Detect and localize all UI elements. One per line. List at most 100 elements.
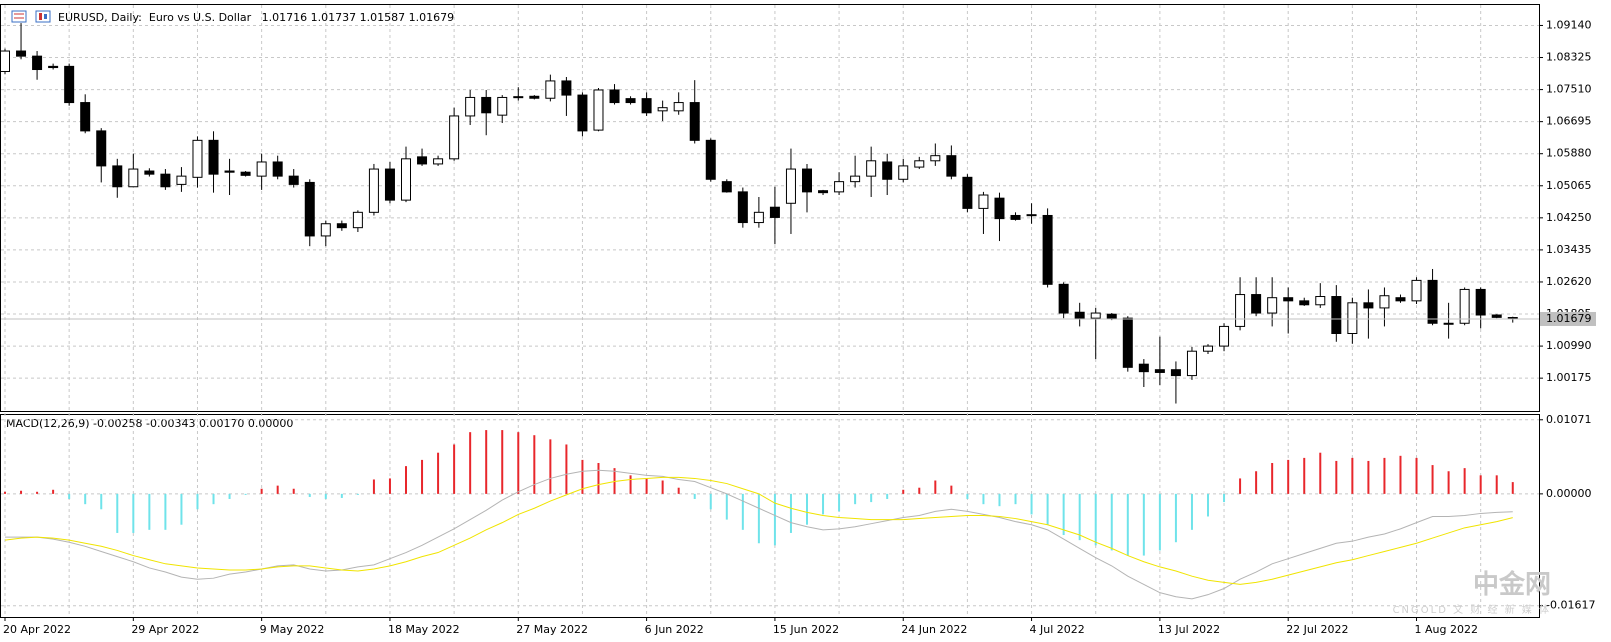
candle-body: [256, 161, 267, 177]
candle-body: [1170, 369, 1181, 377]
watermark-subtitle: CNGOLD 文 财 经 新 媒 体: [1392, 605, 1551, 616]
candle-body: [1154, 369, 1165, 373]
candle-body: [994, 197, 1005, 220]
candle-body: [1106, 313, 1117, 319]
candle-body: [224, 170, 235, 173]
x-tick-label: 13 Jul 2022: [1158, 623, 1220, 636]
candle-body: [240, 171, 251, 176]
candle-body: [320, 223, 331, 237]
last-price-label: 1.01679: [1546, 312, 1592, 325]
candle-body: [561, 80, 572, 96]
candle-body: [192, 139, 203, 178]
candle-body: [1363, 302, 1374, 309]
candle-body: [304, 181, 315, 237]
candle-body: [1235, 294, 1246, 327]
x-tick-label: 4 Jul 2022: [1030, 623, 1085, 636]
candle-body: [352, 211, 363, 229]
y-tick-label: 1.09140: [1546, 18, 1592, 31]
candle-body: [417, 156, 428, 165]
candle-body: [641, 98, 652, 114]
candle-body: [1219, 325, 1230, 347]
candle-body: [609, 89, 620, 104]
candle-body: [144, 170, 155, 175]
candle-body: [545, 80, 556, 99]
last-price-box: [1540, 311, 1596, 326]
macd-line: [4, 476, 1513, 585]
last-high: 1.01737: [310, 11, 357, 24]
candle-body: [1026, 214, 1037, 217]
y-tick-label: 0.00000: [1546, 487, 1592, 500]
macd-label: MACD(12,26,9) -0.00258 -0.00343 0.00170 …: [6, 417, 293, 430]
icon: [35, 10, 51, 23]
candle-body: [80, 102, 91, 132]
candle-body: [1379, 295, 1390, 309]
candle-body: [946, 155, 957, 177]
candle-body: [1459, 288, 1470, 324]
candle-body: [48, 65, 59, 69]
x-tick-label: 29 Apr 2022: [131, 623, 199, 636]
candle-body: [1122, 317, 1133, 368]
chart-header: EURUSD, Daily: Euro vs U.S. Dollar 1.017…: [58, 11, 454, 24]
candle-body: [1090, 312, 1101, 319]
candle-body: [978, 194, 989, 209]
candle-body: [1315, 296, 1326, 306]
icon: [44, 14, 47, 19]
candle-body: [433, 158, 444, 165]
candle-body: [1251, 294, 1262, 314]
candle-body: [1491, 314, 1502, 318]
icon: [11, 10, 27, 23]
candle-body: [737, 191, 748, 224]
y-tick-label: 0.01071: [1546, 413, 1592, 426]
candle-body: [914, 160, 925, 168]
chart-title: EURUSD, Daily: Euro vs U.S. Dollar: [58, 11, 252, 24]
y-tick-label: -0.01617: [1546, 599, 1595, 612]
candle-body: [657, 107, 668, 112]
y-tick-label: 1.06695: [1546, 115, 1592, 128]
y-tick-label: 1.03435: [1546, 243, 1592, 256]
candle-body: [497, 96, 508, 116]
y-tick-label: 1.00990: [1546, 339, 1592, 352]
candle-body: [1058, 283, 1069, 314]
candle-body: [96, 130, 107, 167]
y-tick-label: 1.05065: [1546, 179, 1592, 192]
candle-body: [1186, 350, 1197, 377]
candle-body: [1299, 300, 1310, 306]
candle-body: [64, 65, 75, 104]
candle-body: [1283, 297, 1294, 302]
candle-body: [1138, 363, 1149, 373]
candle-body: [1411, 279, 1422, 302]
candle-body: [1443, 322, 1454, 325]
candle-body: [208, 139, 219, 175]
candle-body: [705, 139, 716, 180]
candle-body: [866, 160, 877, 177]
candle-body: [160, 173, 171, 188]
candle-body: [689, 102, 700, 141]
candle-body: [673, 102, 684, 112]
y-tick-label: 1.08325: [1546, 51, 1592, 64]
y-tick-label: 1.04250: [1546, 211, 1592, 224]
candle-body: [1010, 214, 1021, 220]
candle-body: [401, 158, 411, 201]
candle-body: [529, 95, 540, 99]
candle-body: [1427, 279, 1438, 324]
x-tick-label: 27 May 2022: [516, 623, 588, 636]
x-tick-label: 22 Jul 2022: [1286, 623, 1348, 636]
candle-body: [898, 165, 909, 180]
candle-body: [769, 206, 780, 218]
x-tick-label: 6 Jun 2022: [645, 623, 704, 636]
candle-body: [272, 161, 283, 177]
candle-body: [1042, 214, 1053, 285]
icon: [39, 13, 42, 20]
candle-body: [128, 168, 139, 188]
y-tick-label: 1.05880: [1546, 147, 1592, 160]
candle-body: [834, 181, 845, 193]
candle-body: [112, 165, 123, 188]
candle-body: [1203, 345, 1213, 352]
candle-body: [465, 96, 476, 117]
watermark: 中金网 CNGOLD 文 财 经 新 媒 体: [1393, 564, 1551, 616]
y-tick-label: 1.00175: [1546, 371, 1592, 384]
y-tick-label: 1.02620: [1546, 275, 1592, 288]
candle-body: [0, 50, 10, 72]
